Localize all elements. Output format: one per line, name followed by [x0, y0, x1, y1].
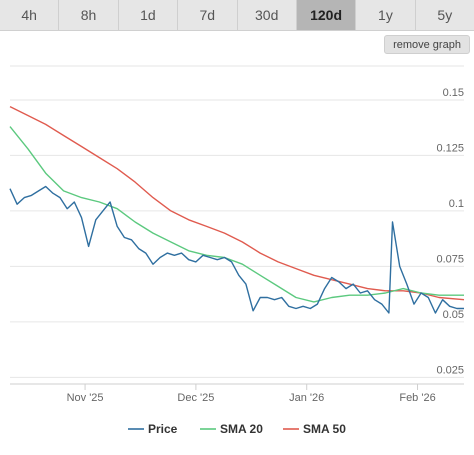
y-tick-label: 0.075 — [436, 253, 464, 265]
series-line-sma-50 — [9, 105, 465, 301]
legend-label-sma-20: SMA 20 — [220, 422, 263, 436]
tab-1y[interactable]: 1y — [356, 0, 416, 30]
x-tick-label: Dec '25 — [177, 392, 214, 404]
series-line-sma-20 — [9, 126, 464, 303]
tab-30d[interactable]: 30d — [237, 0, 297, 30]
timeframe-tabs: 4h 8h 1d 7d 30d 120d 1y 5y — [0, 0, 474, 31]
tab-120d[interactable]: 120d — [296, 0, 357, 30]
series-line-price — [9, 185, 464, 314]
x-tick-label: Jan '26 — [289, 392, 324, 404]
y-tick-label: 0.1 — [449, 198, 464, 210]
y-tick-label: 0.125 — [436, 142, 464, 154]
y-tick-label: 0.025 — [436, 364, 464, 376]
tab-1d[interactable]: 1d — [118, 0, 179, 30]
legend-label-sma-50: SMA 50 — [303, 422, 346, 436]
tab-5y[interactable]: 5y — [415, 0, 474, 30]
y-tick-label: 0.15 — [443, 87, 464, 99]
x-tick-label: Feb '26 — [399, 392, 435, 404]
tab-4h[interactable]: 4h — [0, 0, 60, 30]
remove-graph-button[interactable]: remove graph — [384, 35, 470, 54]
tab-8h[interactable]: 8h — [59, 0, 119, 30]
legend-label-price: Price — [148, 422, 178, 436]
tab-7d[interactable]: 7d — [178, 0, 238, 30]
y-tick-label: 0.05 — [443, 309, 464, 321]
x-tick-label: Nov '25 — [67, 392, 104, 404]
